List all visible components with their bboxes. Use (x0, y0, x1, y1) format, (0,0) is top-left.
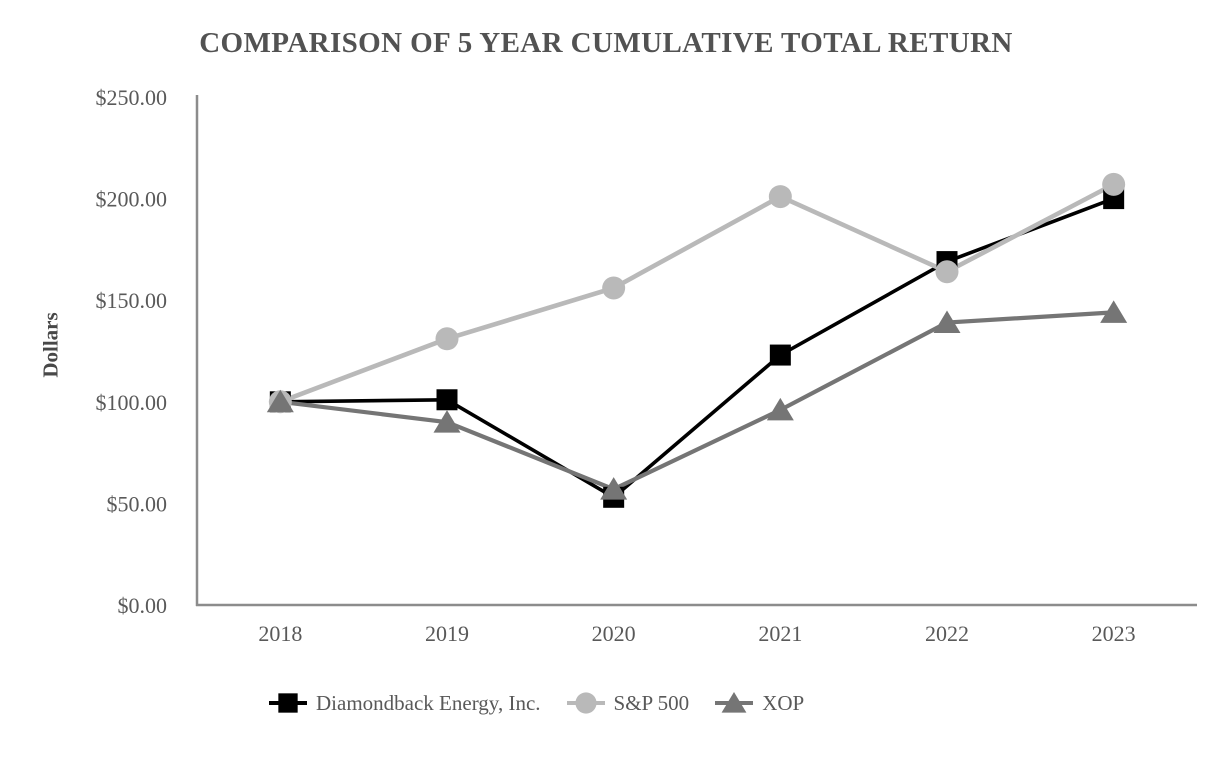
x-tick-label: 2022 (925, 621, 969, 646)
marker-circle (1102, 172, 1126, 196)
y-tick-label: $100.00 (96, 390, 168, 415)
marker-triangle (766, 397, 794, 421)
data-point-diamondback-energy-inc-2019 (436, 389, 458, 411)
marker-triangle (721, 691, 747, 713)
data-point-s-p-500-2019 (435, 327, 459, 351)
y-tick-label: $150.00 (96, 288, 168, 313)
marker-square (436, 389, 458, 411)
marker-circle (574, 692, 597, 714)
square-legend-icon (269, 693, 307, 713)
series-line-xop (280, 310, 1114, 492)
legend-item-diamondback-energy-inc: Diamondback Energy, Inc. (268, 689, 541, 717)
data-point-diamondback-energy-inc-2021 (769, 344, 791, 366)
triangle-legend-icon (715, 691, 754, 713)
data-point-xop-2018 (266, 389, 294, 413)
x-tick-label: 2020 (592, 621, 636, 646)
legend-item-s-p-500: S&P 500 (566, 689, 690, 717)
legend-label: Diamondback Energy, Inc. (316, 690, 541, 715)
y-tick-label: $0.00 (118, 593, 168, 618)
data-point-s-p-500-2022 (935, 260, 959, 284)
x-tick-label: 2019 (425, 621, 469, 646)
marker-triangle (600, 477, 628, 500)
data-point-xop-2021 (766, 397, 794, 421)
data-point-s-p-500-2023 (1102, 172, 1126, 196)
x-tick-label: 2023 (1092, 621, 1136, 646)
marker-circle (768, 185, 792, 209)
marker-triangle (1100, 300, 1128, 323)
x-tick-label: 2021 (758, 621, 802, 646)
marker-square (769, 344, 791, 366)
legend: Diamondback Energy, Inc. S&P 500 XOP (268, 689, 804, 717)
data-point-s-p-500-2021 (768, 185, 792, 209)
marker-triangle (433, 410, 461, 433)
data-point-xop-2023 (1100, 300, 1128, 323)
y-tick-label: $250.00 (96, 85, 168, 110)
series-line-s-p-500 (279, 182, 1115, 404)
circle-legend-icon (566, 692, 605, 714)
series-line-diamondback-energy-inc (280, 196, 1115, 500)
data-point-xop-2020 (600, 477, 628, 500)
x-tick-label: 2018 (258, 621, 302, 646)
marker-triangle (933, 310, 961, 334)
y-tick-label: $200.00 (96, 187, 168, 212)
legend-label: XOP (762, 690, 805, 715)
y-tick-label: $50.00 (107, 491, 168, 516)
data-point-s-p-500-2020 (602, 276, 626, 300)
marker-square (278, 693, 298, 713)
legend-item-xop: XOP (714, 689, 804, 717)
chart-title: COMPARISON OF 5 YEAR CUMULATIVE TOTAL RE… (199, 27, 1013, 59)
data-point-xop-2019 (433, 410, 461, 433)
marker-circle (602, 276, 626, 300)
marker-circle (935, 260, 959, 284)
marker-triangle (266, 389, 294, 413)
data-point-xop-2022 (933, 310, 961, 334)
legend-label: S&P 500 (613, 690, 690, 715)
marker-circle (435, 327, 459, 351)
